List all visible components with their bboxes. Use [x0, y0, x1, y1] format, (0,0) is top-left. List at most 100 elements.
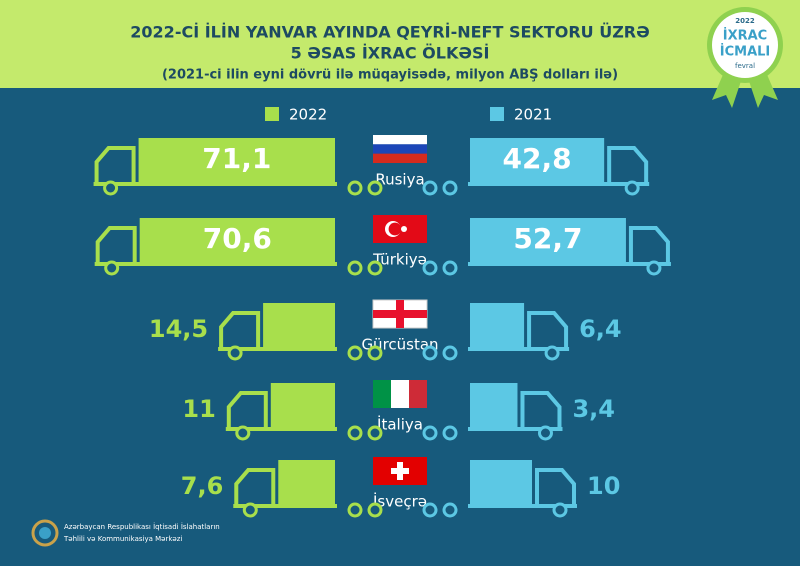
badge-text: İCMALI — [720, 44, 771, 60]
badge-inner — [712, 12, 778, 78]
truck — [422, 303, 570, 361]
badge-month: fevral — [735, 62, 755, 70]
truck — [233, 460, 383, 518]
truck-wheel — [646, 260, 662, 276]
truck-cab — [95, 226, 137, 262]
flag-stripe — [373, 135, 427, 145]
flag-stripe — [409, 380, 427, 408]
title-line: 5 ƏSAS İXRAC ÖLKƏSİ — [291, 44, 490, 63]
truck — [93, 138, 383, 196]
truck-wheel — [347, 425, 363, 441]
truck-wheel — [624, 180, 640, 196]
footer: Azərbaycan Respublikası İqtisadi İslahat… — [31, 519, 220, 547]
truck-cab — [94, 146, 136, 182]
truck-wheel — [422, 180, 438, 196]
truck — [422, 218, 671, 276]
badge: 2022 İXRAC İCMALI fevral — [707, 7, 783, 108]
flag-stripe — [373, 153, 427, 163]
value-label: 71,1 — [202, 142, 271, 175]
category-label: İsveçrə — [373, 492, 427, 511]
value-label: 42,8 — [503, 142, 572, 175]
truck — [94, 218, 383, 276]
truck-wheel — [242, 502, 258, 518]
legend-label: 2021 — [514, 106, 552, 124]
logo — [39, 527, 51, 539]
truck-cab — [628, 226, 670, 262]
truck-wheel — [552, 502, 568, 518]
flag — [373, 215, 427, 243]
subtitle: (2021-ci ilin eyni dövrü ilə müqayisədə,… — [162, 68, 618, 83]
value-label: 6,4 — [579, 315, 622, 343]
truck-wheel — [422, 502, 438, 518]
truck-wheel — [442, 425, 458, 441]
value-label: 10 — [587, 472, 620, 500]
flag-star — [401, 226, 407, 232]
category-label: Rusiya — [375, 171, 424, 189]
bar — [270, 383, 335, 427]
category-label: İtaliya — [377, 415, 423, 434]
truck — [218, 303, 383, 361]
bar — [470, 138, 605, 182]
bar — [139, 218, 335, 262]
category-label: Türkiyə — [372, 251, 427, 269]
truck-cab — [520, 391, 562, 427]
truck-wheel — [367, 425, 383, 441]
truck-wheel — [442, 180, 458, 196]
truck-wheel — [422, 425, 438, 441]
truck-wheel — [367, 502, 383, 518]
badge-ribbon — [712, 70, 778, 108]
value-label: 70,6 — [203, 222, 272, 255]
truck-wheel — [347, 345, 363, 361]
truck-wheel — [422, 260, 438, 276]
flag-stripe — [391, 380, 409, 408]
truck-wheel — [104, 260, 120, 276]
flag-stripe — [373, 144, 427, 154]
badge-year: 2022 — [735, 17, 755, 25]
truck-cab — [527, 311, 569, 347]
truck-wheel — [537, 425, 553, 441]
value-label: 14,5 — [149, 315, 208, 343]
truck-wheel — [442, 502, 458, 518]
truck-wheel — [367, 345, 383, 361]
bar — [470, 383, 518, 427]
flag — [373, 457, 427, 485]
truck-wheel — [367, 180, 383, 196]
footer-text: Azərbaycan Respublikası İqtisadi İslahat… — [64, 522, 220, 531]
truck-wheel — [367, 260, 383, 276]
truck-cab — [607, 146, 649, 182]
truck — [422, 460, 577, 518]
title-line: 2022-Cİ İLİN YANVAR AYINDA QEYRİ-NEFT SE… — [130, 23, 649, 42]
logo — [31, 519, 59, 547]
truck-wheel — [347, 260, 363, 276]
bar — [470, 303, 525, 347]
value-label: 7,6 — [181, 472, 224, 500]
bar — [278, 460, 335, 504]
value-label: 52,7 — [513, 222, 582, 255]
flag-cross — [373, 310, 427, 318]
bar — [263, 303, 335, 347]
truck-wheel — [227, 345, 243, 361]
flag-stripe — [373, 380, 391, 408]
bar — [470, 460, 532, 504]
value-label: 3,4 — [572, 395, 615, 423]
footer-text: Təhlili və Kommunikasiya Mərkəzi — [63, 535, 182, 543]
truck-wheel — [103, 180, 119, 196]
flag — [373, 380, 427, 408]
truck-wheel — [347, 502, 363, 518]
truck-cab — [226, 391, 268, 427]
value-label: 11 — [182, 395, 215, 423]
truck-wheel — [442, 260, 458, 276]
truck — [225, 383, 383, 441]
header-band — [0, 0, 800, 88]
truck-wheel — [544, 345, 560, 361]
legend-swatch — [490, 107, 504, 121]
legend-label: 2022 — [289, 106, 327, 124]
flag — [373, 135, 427, 163]
truck-cab — [535, 468, 576, 504]
truck — [422, 138, 650, 196]
truck-wheel — [235, 425, 251, 441]
truck-cab — [219, 311, 261, 347]
truck-wheel — [347, 180, 363, 196]
truck-wheel — [422, 345, 438, 361]
